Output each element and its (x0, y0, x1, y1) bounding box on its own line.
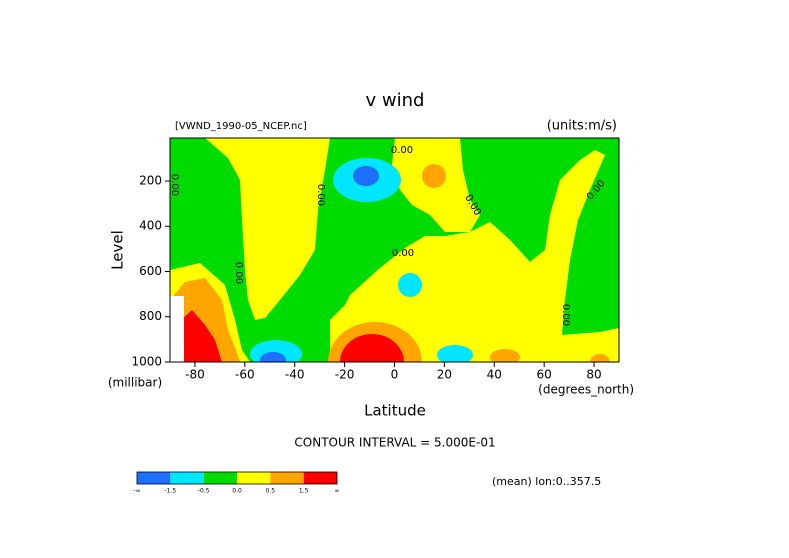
colorbar-swatch (237, 472, 271, 484)
contour-region (422, 164, 446, 188)
contour-region (437, 345, 473, 362)
colorbar-label: -1.5 (164, 488, 176, 495)
contour-label: 0.00 (169, 174, 180, 196)
mean-note: (mean) lon:0..357.5 (492, 475, 601, 488)
contour-label: 0.00 (315, 184, 326, 206)
x-tick-label: 60 (537, 368, 552, 382)
colorbar-swatch (303, 472, 337, 484)
contour-field (170, 138, 619, 362)
colorbar-swatch (270, 472, 304, 484)
contour-label: 0.00 (560, 304, 571, 326)
missing-region (170, 296, 184, 362)
y-axis-label: Level (109, 230, 127, 270)
x-tick-label: -20 (335, 368, 355, 382)
y-tick-label: 200 (139, 173, 162, 187)
y-tick-label: 1000 (131, 355, 162, 369)
colorbar-label: 0.5 (266, 488, 276, 495)
contour-region (353, 166, 379, 186)
colorbar-swatch (137, 472, 171, 484)
colorbar-frame (136, 471, 338, 485)
x-tick-label: -60 (235, 368, 255, 382)
y-tick-label: 400 (139, 219, 162, 233)
contour-region (590, 354, 610, 362)
x-tick-label: 0 (391, 368, 399, 382)
units-label: (units:m/s) (547, 119, 617, 134)
contour-label: 0.00 (391, 145, 413, 156)
contour-region (260, 352, 286, 362)
contour-region (340, 334, 404, 362)
contour-label: 0.00 (392, 248, 414, 259)
x-axis-label: Latitude (364, 402, 426, 420)
x-tick-label: 20 (437, 368, 452, 382)
colorbar-label: 1.5 (299, 488, 309, 495)
contour-region (330, 150, 619, 362)
colorbar-swatch (203, 472, 237, 484)
colorbar-label: -0.5 (198, 488, 210, 495)
contour-region (490, 349, 520, 362)
colorbar-swatch (170, 472, 204, 484)
colorbar-label: 0.0 (232, 488, 242, 495)
y-tick-label: 800 (139, 309, 162, 323)
x-tick-label: -80 (185, 368, 205, 382)
x-tick-label: 40 (487, 368, 502, 382)
colorbar-label: ∞ (335, 488, 340, 495)
chart-title: v wind (366, 90, 425, 111)
contour-interval: CONTOUR INTERVAL = 5.000E-01 (294, 436, 495, 450)
x-tick-label: 80 (586, 368, 601, 382)
y-tick-label: 600 (139, 264, 162, 278)
contour-region (205, 138, 330, 320)
x-axis-units: (degrees_north) (538, 383, 634, 397)
contour-label: 0.00 (233, 262, 244, 284)
y-axis-units: (millibar) (108, 376, 162, 390)
source-label: [VWND_1990-05_NCEP.nc] (175, 121, 307, 132)
x-tick-label: -40 (285, 368, 305, 382)
colorbar-label: -∞ (133, 488, 140, 495)
contour-region (398, 273, 422, 297)
